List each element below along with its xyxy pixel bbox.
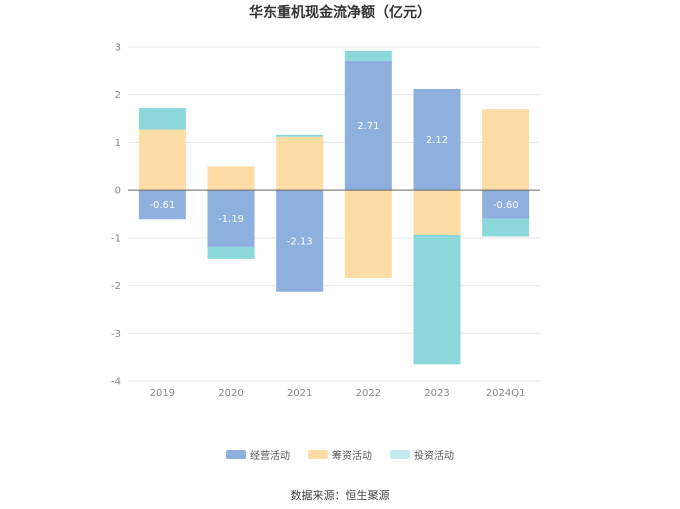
data-label: -1.19 — [218, 214, 244, 225]
axis-layer: 3 2 1 0 -1 -2 -3 -4 2019 2020 2021 2022 2023 2024Q1 — [111, 43, 540, 399]
bar-0-2019 — [138, 190, 186, 220]
x-tick-label: 2019 — [150, 388, 175, 399]
bar-1-2020 — [207, 166, 255, 191]
data-label: -0.60 — [493, 200, 519, 211]
grid-layer — [128, 46, 540, 382]
data-label: 2.71 — [357, 121, 379, 132]
bar-2-2020 — [207, 246, 255, 259]
data-label: -2.13 — [287, 236, 313, 247]
x-tick-label: 2021 — [287, 388, 312, 399]
bar-0-2023 — [413, 88, 461, 191]
legend-label-investing: 投资活动 — [414, 451, 454, 462]
bar-1-2019 — [138, 129, 186, 191]
bar-0-2024Q1 — [482, 190, 530, 219]
bar-1-2021 — [276, 136, 324, 191]
y-tick-label: 3 — [115, 43, 121, 54]
bar-0-2022 — [344, 60, 392, 191]
bar-1-2024Q1 — [482, 109, 530, 191]
x-tick-label: 2022 — [356, 388, 381, 399]
data-label: -0.61 — [149, 200, 175, 211]
x-tick-label: 2024Q1 — [486, 388, 526, 399]
data-label: 2.12 — [426, 135, 448, 146]
y-tick-label: -2 — [111, 281, 121, 292]
legend-item-financing[interactable]: 筹资活动 — [308, 447, 372, 462]
y-tick-label: 2 — [115, 90, 121, 101]
x-tick-label: 2020 — [218, 388, 243, 399]
bar-0-2021 — [276, 190, 324, 292]
bar-2-2022 — [344, 50, 392, 61]
x-tick-label: 2023 — [424, 388, 449, 399]
label-layer: -0.61 -1.19 -2.13 2.71 2.12 -0.60 — [149, 121, 518, 247]
y-tick-label: -1 — [111, 233, 121, 244]
legend-swatch-financing — [308, 450, 328, 459]
bar-2-2023 — [413, 234, 461, 365]
y-tick-label: 1 — [115, 138, 121, 149]
bar-1-2023 — [413, 190, 461, 235]
legend-item-operating[interactable]: 经营活动 — [226, 447, 290, 462]
y-tick-label: -4 — [111, 377, 121, 388]
chart-title: 华东重机现金流净额（亿元） — [249, 5, 431, 21]
bar-2-2024Q1 — [482, 218, 530, 237]
y-tick-label: 0 — [115, 186, 121, 197]
legend-label-operating: 经营活动 — [250, 451, 290, 462]
y-tick-label: -3 — [111, 329, 121, 340]
legend-swatch-investing — [390, 450, 410, 459]
legend-label-financing: 筹资活动 — [332, 451, 372, 462]
legend-item-investing[interactable]: 投资活动 — [390, 447, 454, 462]
bar-0-2020 — [207, 190, 255, 247]
bar-1-2022 — [344, 190, 392, 278]
bar-layer — [138, 50, 530, 365]
chart-legend: 经营活动 筹资活动 投资活动 — [0, 447, 680, 462]
bar-2-2021 — [276, 134, 324, 137]
data-source: 数据来源：恒生聚源 — [290, 489, 390, 502]
bar-2-2019 — [138, 108, 186, 130]
legend-swatch-operating — [226, 450, 246, 459]
